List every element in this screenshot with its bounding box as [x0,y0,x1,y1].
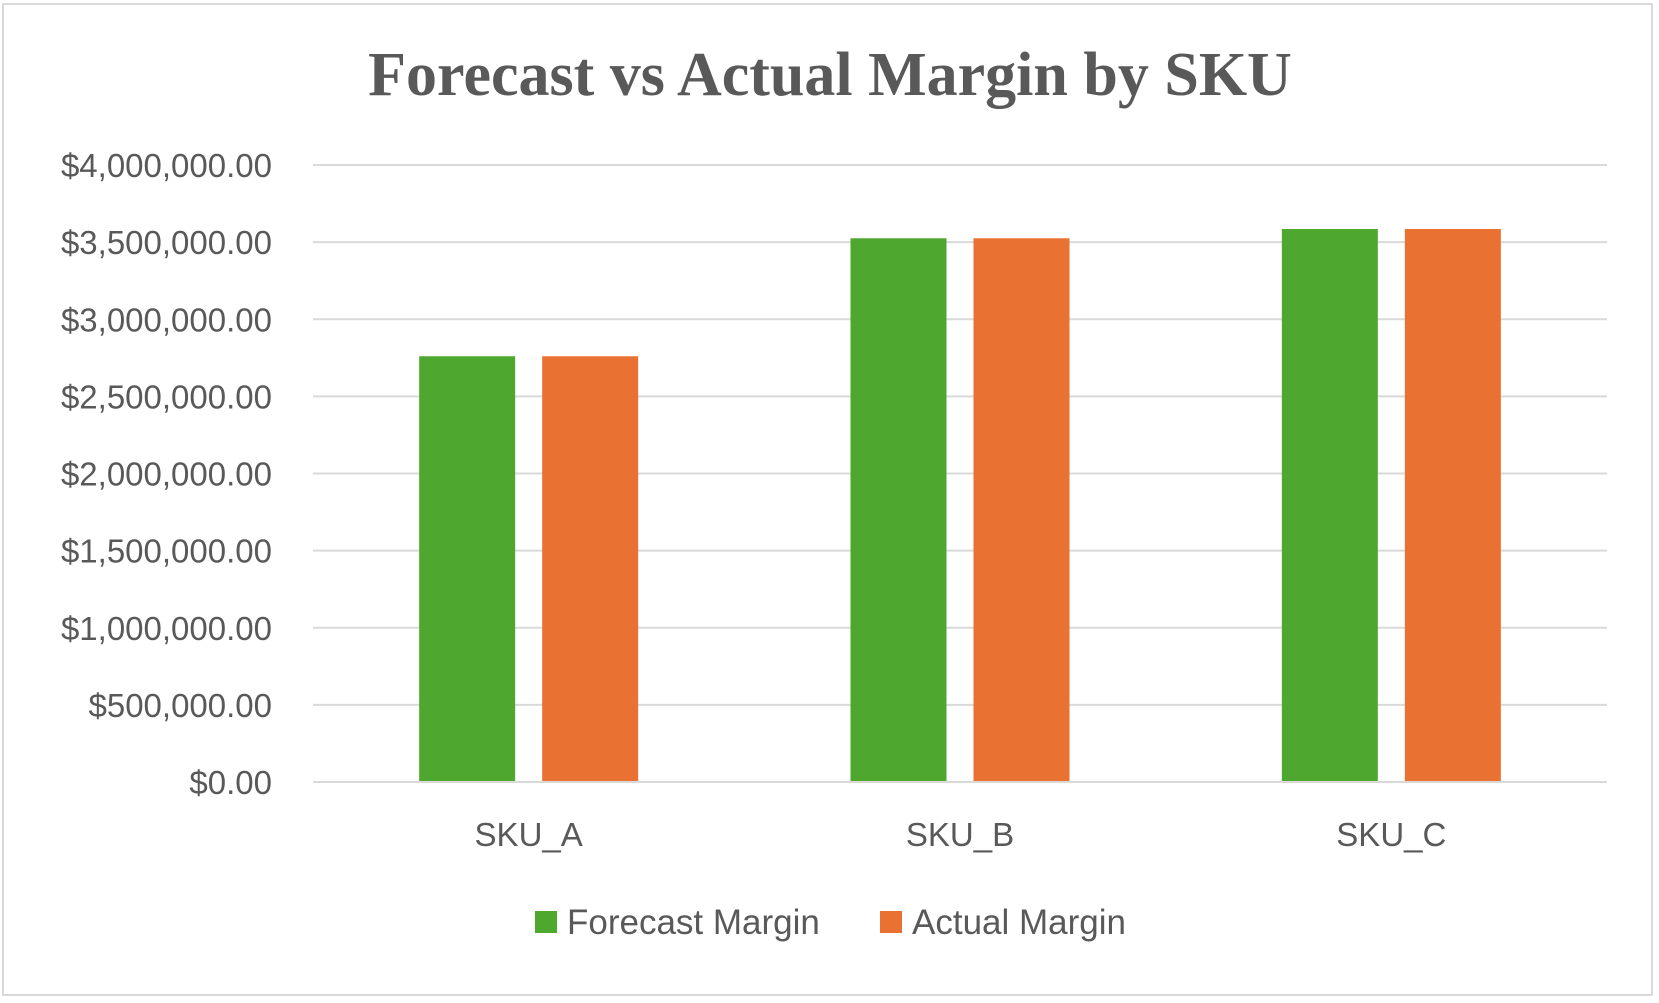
bar-actual-margin-sku_a [542,356,639,782]
y-tick-label: $2,000,000.00 [61,456,272,493]
x-category-label: SKU_A [475,816,583,853]
bar-forecast-margin-sku_b [850,238,947,783]
y-tick-label: $1,500,000.00 [61,533,272,570]
bar-actual-margin-sku_b [973,238,1070,783]
x-category-label: SKU_B [906,816,1014,853]
legend: Forecast Margin Actual Margin [535,903,1126,942]
x-category-label: SKU_C [1336,816,1446,853]
legend-swatch [535,911,557,933]
bar-forecast-margin-sku_c [1281,229,1378,783]
y-tick-label: $2,500,000.00 [61,378,272,415]
legend-label: Forecast Margin [567,903,820,942]
bars [313,229,1607,783]
y-tick-label: $0.00 [189,764,272,801]
legend-swatch [880,911,902,933]
y-tick-label: $3,000,000.00 [61,301,272,338]
y-tick-label: $3,500,000.00 [61,224,272,261]
y-tick-label: $4,000,000.00 [61,147,272,184]
legend-label: Actual Margin [912,903,1126,942]
chart-title: Forecast vs Actual Margin by SKU [368,41,1292,109]
x-axis-category-labels: SKU_A SKU_B SKU_C [475,816,1447,853]
y-axis-tick-labels: $0.00 $500,000.00 $1,000,000.00 $1,500,000.… [61,147,272,801]
y-tick-label: $1,000,000.00 [61,610,272,647]
bar-forecast-margin-sku_a [419,356,516,782]
bar-actual-margin-sku_c [1404,229,1501,783]
y-tick-label: $500,000.00 [88,687,272,724]
